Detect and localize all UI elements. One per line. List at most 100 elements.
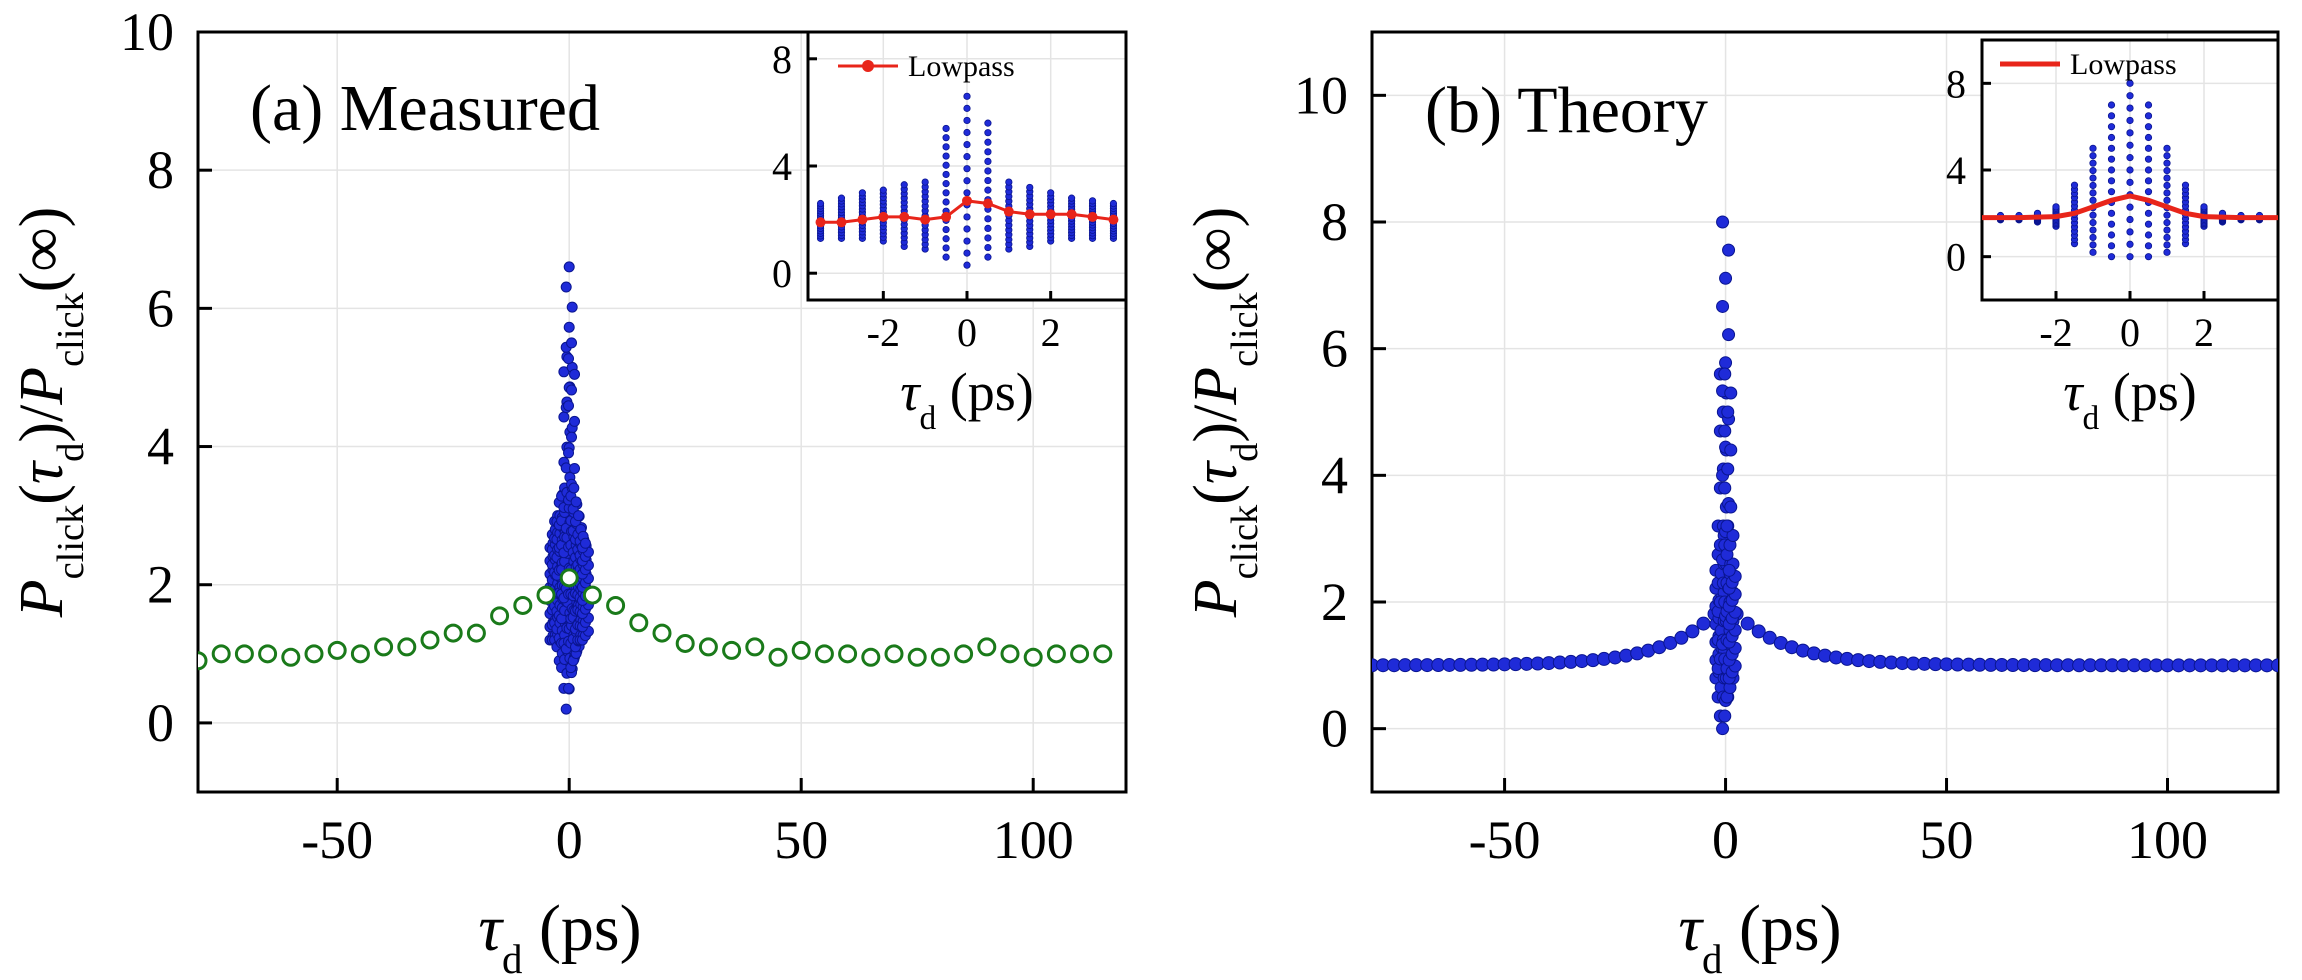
ylabel-part: P <box>8 579 76 618</box>
inset-fine-point <box>858 189 866 197</box>
xlabel-part: d <box>1702 937 1722 980</box>
inset-fine-point <box>963 92 971 100</box>
coarse-scan-point <box>350 644 370 664</box>
coarse-scan-point <box>1093 644 1113 664</box>
theory-point <box>1696 616 1711 631</box>
inset-fine-point <box>2107 253 2116 261</box>
fine-scan-point <box>572 510 584 522</box>
inset-fine-point <box>2089 174 2097 182</box>
inset-fine-point <box>2163 211 2171 219</box>
panel-b-inset-x-tick-label: -2 <box>2039 310 2072 355</box>
inset-fine-point <box>2089 189 2097 197</box>
inset-fine-point <box>984 224 992 233</box>
fine-scan-point <box>558 411 570 423</box>
inset-fine-point <box>2107 209 2116 217</box>
coarse-scan-point <box>374 637 394 657</box>
inset-fine-point <box>2144 123 2153 131</box>
ylabel-part: τ <box>8 459 76 484</box>
coarse-scan-point <box>397 637 417 657</box>
coarse-scan-point <box>536 585 556 605</box>
inset-fine-point <box>2107 123 2116 131</box>
fine-scan-point <box>563 447 575 459</box>
panel-b-x-tick-label: 100 <box>2127 810 2208 870</box>
inset-fine-point <box>942 134 950 142</box>
theory-fine-point <box>1721 405 1735 419</box>
ylabel-part: click <box>50 291 92 366</box>
xlabel-part: τ <box>2063 362 2084 422</box>
inset-fine-point <box>963 225 971 233</box>
lowpass-point <box>962 195 972 206</box>
inset-fine-point <box>2163 189 2171 197</box>
fine-scan-point <box>558 366 570 378</box>
inset-fine-point <box>2144 155 2153 163</box>
legend-marker <box>862 60 874 72</box>
lowpass-point <box>815 217 826 228</box>
inset-fine-point <box>2144 101 2153 109</box>
theory-point <box>1685 624 1700 639</box>
inset-fine-point <box>2163 241 2171 249</box>
inset-fine-point <box>2052 203 2060 211</box>
panel-a-frame <box>196 30 1128 794</box>
inset-fine-point <box>2163 196 2171 204</box>
coarse-scan-point <box>1046 644 1066 664</box>
inset-fine-point <box>1005 178 1013 186</box>
lowpass-point <box>1087 211 1098 222</box>
ylabel-part: click <box>1224 504 1266 579</box>
coarse-scan-point <box>1070 644 1090 664</box>
panel-a-title: (a) Measured <box>250 72 600 145</box>
coarse-scan-point <box>281 647 301 667</box>
coarse-scan-point <box>838 644 858 664</box>
inset-fine-point <box>2107 231 2116 239</box>
coarse-scan-point <box>698 637 718 657</box>
inset-fine-point <box>963 189 971 197</box>
coarse-scan-point <box>582 585 602 605</box>
inset-fine-point <box>2126 92 2134 100</box>
xlabel-part: τ <box>1678 892 1704 965</box>
inset-fine-point <box>2126 104 2134 112</box>
coarse-scan-point <box>198 651 208 671</box>
inset-fine-point <box>2126 154 2134 162</box>
coarse-scan-point <box>304 644 324 664</box>
inset-fine-point <box>1047 189 1055 197</box>
inset-fine-point <box>942 198 950 206</box>
inset-fine-point <box>984 253 992 261</box>
inset-fine-point <box>2089 152 2097 160</box>
panel-a-xlabel: τd (ps) <box>478 892 641 980</box>
inset-fine-point <box>2089 233 2097 242</box>
fine-scan-point <box>570 496 582 508</box>
inset-fine-point <box>2144 188 2153 196</box>
theory-fine-point <box>1722 563 1736 577</box>
panel-b-y-tick-label: 8 <box>1321 192 1348 252</box>
ylabel-part: (∞) <box>1182 207 1250 293</box>
inset-fine-point <box>2200 203 2208 211</box>
inset-fine-point <box>942 180 950 188</box>
panel-b-inset-x-tick-label: 2 <box>2194 310 2214 355</box>
inset-fine-point <box>963 249 971 257</box>
theory-fine-point <box>1724 386 1738 400</box>
inset-fine-point <box>2089 167 2097 175</box>
inset-fine-point <box>2163 219 2171 227</box>
panel-b-y-tick-label: 0 <box>1321 699 1348 759</box>
panel-a-y-tick-label: 6 <box>147 278 174 338</box>
panel-a-inset-x-tick-label: -2 <box>867 310 900 355</box>
panel-a-x-tick-label: -50 <box>301 810 373 870</box>
theory-fine-point <box>1724 500 1738 514</box>
inset-fine-point <box>2144 133 2153 142</box>
inset-fine-point <box>2089 226 2097 234</box>
inset-fine-point <box>963 128 971 137</box>
inset-fine-point <box>2144 112 2153 120</box>
theory-fine-point <box>1719 356 1733 370</box>
xlabel-part: τ <box>478 892 504 965</box>
fine-scan-point <box>563 353 575 365</box>
theory-fine-point <box>1716 215 1730 229</box>
coarse-scan-point <box>420 630 440 650</box>
panel-b-y-tick-label: 10 <box>1294 65 1348 125</box>
inset-fine-point <box>2107 155 2116 163</box>
theory-fine-point <box>1722 328 1736 342</box>
theory-point <box>1751 624 1766 639</box>
inset-fine-point <box>963 237 971 245</box>
theory-fine-point <box>1720 519 1734 533</box>
inset-fine-point <box>963 261 971 269</box>
theory-fine-point <box>1719 271 1733 285</box>
panel-b-frame <box>1370 30 2280 794</box>
